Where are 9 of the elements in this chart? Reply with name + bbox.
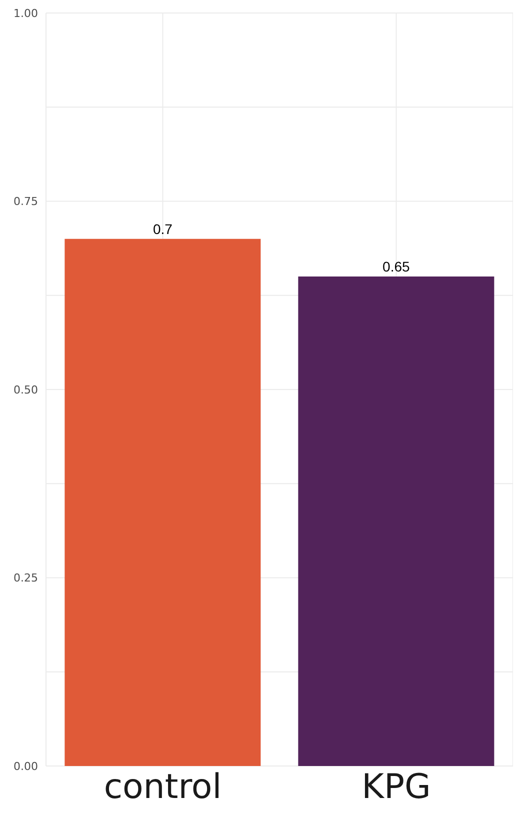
y-tick-label: 0.25 — [14, 572, 38, 585]
x-tick-label: control — [104, 767, 222, 808]
x-tick-label: KPG — [362, 767, 431, 808]
y-tick-label: 0.50 — [14, 383, 38, 396]
data-label: 0.7 — [152, 220, 173, 237]
y-tick-label: 0.75 — [14, 195, 38, 208]
data-label: 0.65 — [382, 258, 410, 275]
y-tick-label: 0.00 — [14, 760, 38, 773]
y-tick-label: 1.00 — [14, 6, 38, 20]
